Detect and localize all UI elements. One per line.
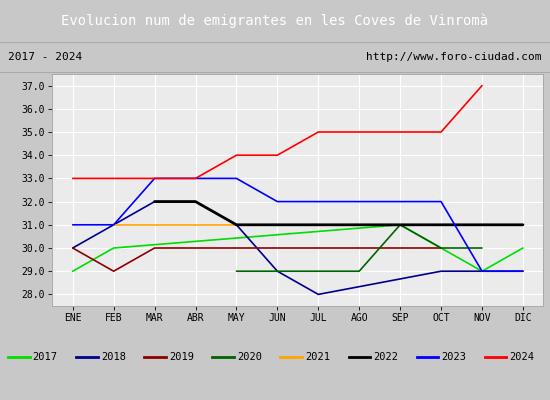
Text: 2018: 2018 <box>101 352 126 362</box>
Text: 2020: 2020 <box>237 352 262 362</box>
Text: 2017: 2017 <box>32 352 58 362</box>
Text: Evolucion num de emigrantes en les Coves de Vinromà: Evolucion num de emigrantes en les Coves… <box>62 14 488 28</box>
Text: 2024: 2024 <box>509 352 534 362</box>
Text: 2017 - 2024: 2017 - 2024 <box>8 52 82 62</box>
Text: 2021: 2021 <box>305 352 330 362</box>
Text: 2022: 2022 <box>373 352 398 362</box>
Text: 2023: 2023 <box>441 352 466 362</box>
Text: http://www.foro-ciudad.com: http://www.foro-ciudad.com <box>366 52 542 62</box>
Text: 2019: 2019 <box>169 352 194 362</box>
